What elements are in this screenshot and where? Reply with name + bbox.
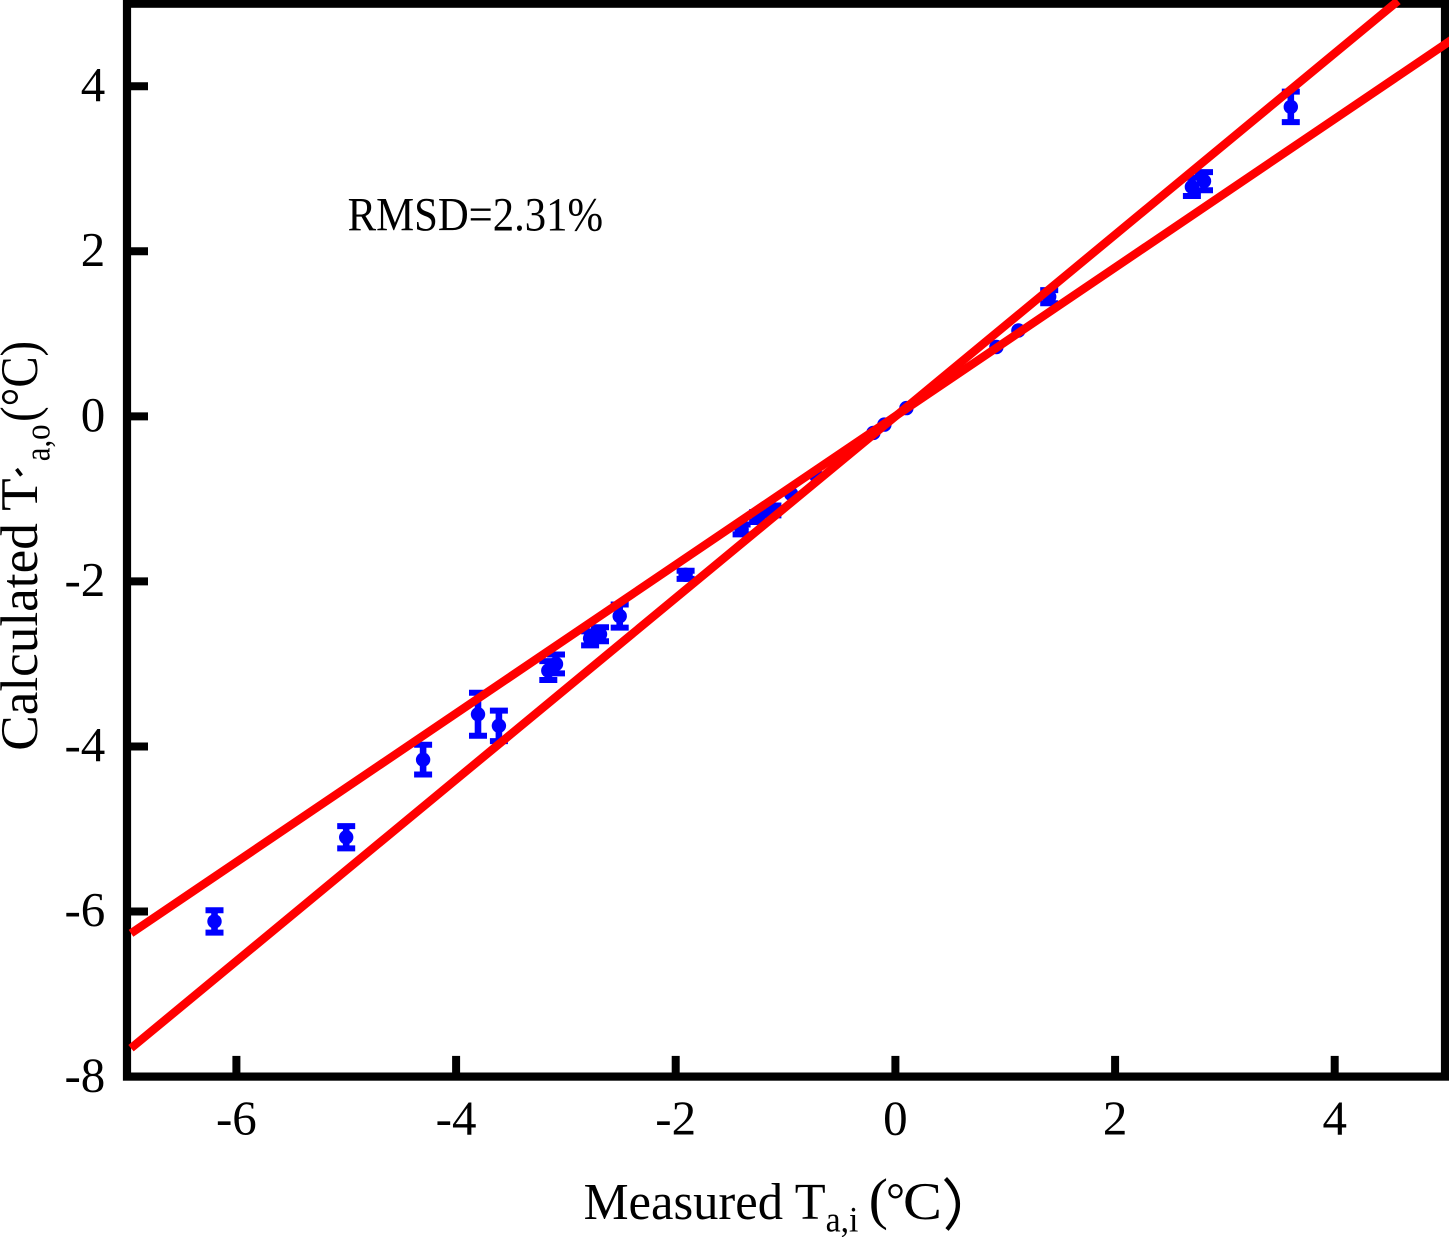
svg-text:-6: -6 <box>64 882 105 937</box>
svg-text:-6: -6 <box>216 1091 257 1146</box>
svg-text:C: C <box>903 1173 942 1231</box>
svg-text:(: ( <box>869 1168 888 1231</box>
svg-text:Calculated T: Calculated T <box>0 478 49 751</box>
svg-text:-4: -4 <box>64 717 105 772</box>
svg-text:RMSD=2.31%: RMSD=2.31% <box>348 190 604 242</box>
svg-text:(°C): (°C) <box>0 341 49 422</box>
svg-text:2: 2 <box>81 222 106 277</box>
svg-text:a,o: a,o <box>18 424 58 461</box>
svg-text:-2: -2 <box>655 1091 696 1146</box>
svg-text:Measured T: Measured T <box>584 1174 826 1231</box>
svg-text:0: 0 <box>883 1091 908 1146</box>
svg-text:4: 4 <box>1322 1091 1347 1146</box>
svg-text:0: 0 <box>81 387 106 442</box>
svg-text:2: 2 <box>1103 1091 1128 1146</box>
svg-text:°: ° <box>886 1175 905 1227</box>
svg-text:a,i: a,i <box>826 1199 859 1237</box>
svg-text:-2: -2 <box>64 552 105 607</box>
svg-text:4: 4 <box>81 57 106 112</box>
svg-text:-4: -4 <box>436 1091 477 1146</box>
svg-text:-8: -8 <box>64 1047 105 1102</box>
